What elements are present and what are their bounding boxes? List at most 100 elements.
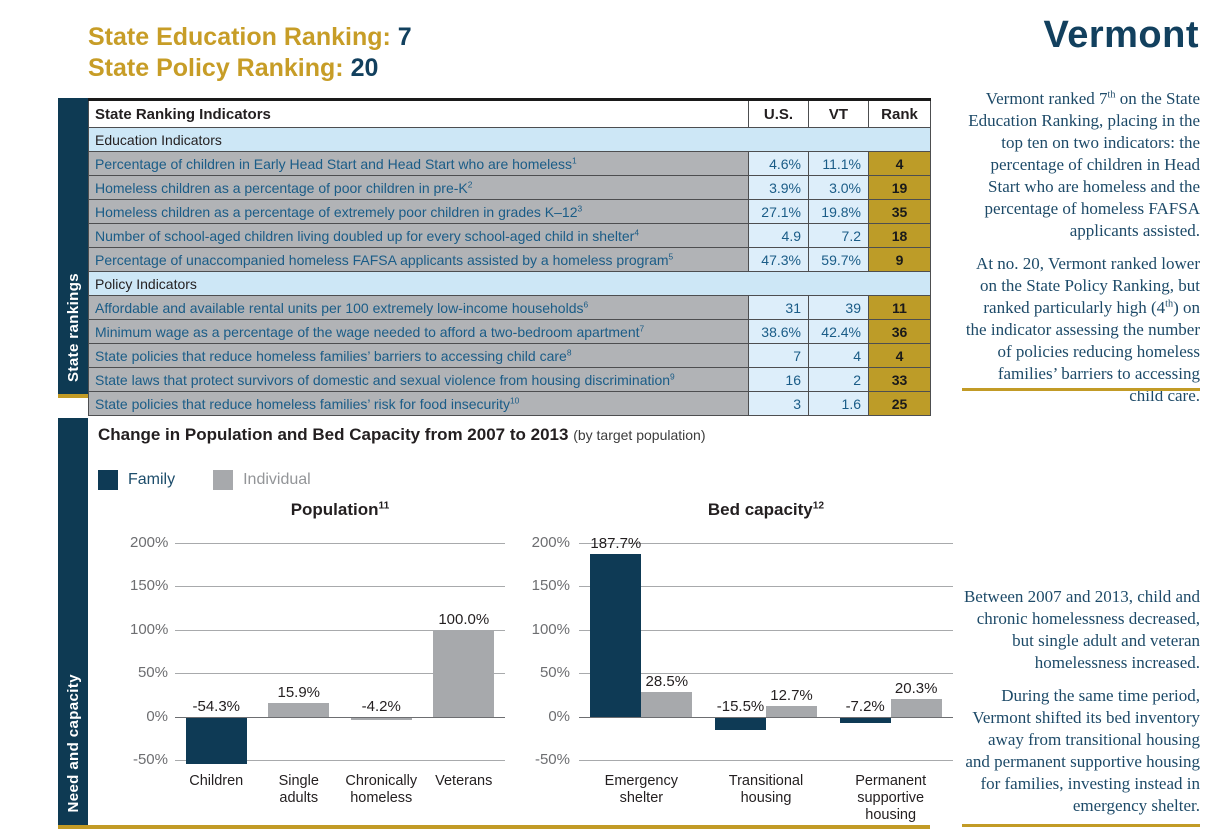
gridline (175, 673, 505, 674)
y-tick-label: 150% (130, 577, 169, 594)
state-ranking-table: State Ranking Indicators U.S. VT Rank Ed… (88, 98, 931, 416)
indicator-label: Percentage of unaccompanied homeless FAF… (88, 247, 749, 272)
charts-section-title: Change in Population and Bed Capacity fr… (98, 425, 706, 445)
rank-value: 19 (868, 175, 931, 200)
bar-individual (890, 698, 942, 717)
legend-label: Individual (243, 471, 311, 488)
vt-value: 39 (808, 295, 869, 320)
indicator-group-label: Policy Indicators (88, 271, 931, 296)
gridline (579, 760, 953, 761)
us-value: 31 (748, 295, 809, 320)
vt-value: 7.2 (808, 223, 869, 248)
indicator-label: Affordable and available rental units pe… (88, 295, 749, 320)
rank-value: 4 (868, 343, 931, 368)
indicator-row: Homeless children as a percentage of poo… (88, 175, 931, 200)
vt-value: 3.0% (808, 175, 869, 200)
category-label: Transitional housing (728, 773, 804, 806)
us-value: 7 (748, 343, 809, 368)
bar-value-label: 15.9% (277, 683, 321, 701)
rank-value: 4 (868, 151, 931, 176)
indicator-group-row: Education Indicators (88, 127, 931, 152)
rank-value: 18 (868, 223, 931, 248)
bar-individual (268, 702, 330, 717)
zero-axis-line (175, 717, 505, 718)
bar-value-label: 20.3% (894, 679, 938, 697)
gridline (579, 673, 953, 674)
category-label: Children (189, 773, 244, 789)
us-value: 38.6% (748, 319, 809, 344)
bar-family (590, 553, 642, 717)
vt-value: 42.4% (808, 319, 869, 344)
vt-value: 59.7% (808, 247, 869, 272)
ranking-headings: State Education Ranking: 7 State Policy … (88, 22, 412, 84)
indicator-label: State laws that protect survivors of dom… (88, 367, 749, 392)
bar-value-label: 187.7% (590, 534, 642, 552)
legend-swatch-icon (213, 470, 234, 490)
rank-value: 25 (868, 391, 931, 416)
legend-swatch-icon (98, 470, 118, 490)
indicator-label: Minimum wage as a percentage of the wage… (88, 319, 749, 344)
indicator-group-label: Education Indicators (88, 127, 931, 152)
need-and-capacity-strip: Need and capacity (58, 418, 88, 825)
bar-value-label: -4.2% (361, 697, 401, 715)
need-and-capacity-section: Need and capacity Change in Population a… (58, 418, 953, 829)
vt-value: 4 (808, 343, 869, 368)
legend-item-family: Family (98, 470, 175, 490)
col-header-rank: Rank (868, 98, 931, 128)
bar-value-label: 28.5% (645, 672, 689, 690)
y-tick-label: 200% (531, 534, 570, 551)
indicator-row: State laws that protect survivors of dom… (88, 367, 931, 392)
narrative-bottom: Between 2007 and 2013, child and chronic… (960, 586, 1200, 828)
policy-ranking-value: 20 (350, 54, 379, 82)
indicator-row: Minimum wage as a percentage of the wage… (88, 319, 931, 344)
indicator-group-row: Policy Indicators (88, 271, 931, 296)
narrative-paragraph: Between 2007 and 2013, child and chronic… (963, 587, 1200, 672)
table-header-row: State Ranking Indicators U.S. VT Rank (88, 98, 931, 128)
bar-value-label: -7.2% (845, 697, 885, 715)
vt-value: 2 (808, 367, 869, 392)
gridline (175, 586, 505, 587)
y-tick-label: 0% (548, 708, 570, 725)
narrative-paragraph: Vermont ranked 7th on the State Educatio… (968, 89, 1200, 240)
charts-title-text: Change in Population and Bed Capacity fr… (98, 425, 569, 444)
policy-ranking-heading: State Policy Ranking: 20 (88, 53, 412, 84)
indicator-label: Percentage of children in Early Head Sta… (88, 151, 749, 176)
state-title: Vermont (1043, 14, 1199, 56)
bar-value-label: 100.0% (438, 610, 490, 628)
col-header-indicators: State Ranking Indicators (88, 98, 749, 128)
category-label: Emergency shelter (604, 773, 678, 806)
bar-family (715, 716, 766, 731)
y-tick-label: -50% (132, 751, 168, 768)
bar-individual (766, 705, 817, 717)
gridline (579, 630, 953, 631)
category-label: Chronically homeless (345, 773, 418, 806)
gridline (579, 586, 953, 587)
bed-capacity-chart: Bed capacity12 200% 150% 100% 50% 0% -50% 187.7… (510, 500, 960, 825)
chart-title: Population11 (290, 500, 390, 519)
indicator-label: State policies that reduce homeless fami… (88, 343, 749, 368)
bar-individual (641, 691, 693, 717)
narrative-top: Vermont ranked 7th on the State Educatio… (960, 88, 1200, 418)
indicator-row: Homeless children as a percentage of ext… (88, 199, 931, 224)
population-chart: Population11 200% 150% 100% 50% 0% -50% -54.3% 1… (130, 500, 515, 825)
indicator-row: Percentage of children in Early Head Sta… (88, 151, 931, 176)
state-rankings-section: State rankings State Ranking Indicators … (58, 98, 931, 416)
bar-individual (433, 629, 495, 717)
gridline (175, 543, 505, 544)
indicator-row: Percentage of unaccompanied homeless FAF… (88, 247, 931, 272)
y-tick-label: 150% (531, 577, 570, 594)
policy-ranking-label: State Policy Ranking: (88, 54, 344, 82)
bar-value-label: -15.5% (716, 697, 765, 715)
category-label: Permanent supportive housing (855, 773, 927, 823)
indicator-label: State policies that reduce homeless fami… (88, 391, 749, 416)
rank-value: 36 (868, 319, 931, 344)
indicator-label: Number of school-aged children living do… (88, 223, 749, 248)
us-value: 4.9 (748, 223, 809, 248)
chart-panel: Change in Population and Bed Capacity fr… (88, 418, 953, 825)
gold-rule-bottom (962, 824, 1200, 827)
chart-title: Bed capacity12 (707, 500, 825, 519)
need-and-capacity-strip-label: Need and capacity (64, 674, 82, 813)
indicator-label: Homeless children as a percentage of poo… (88, 175, 749, 200)
us-value: 27.1% (748, 199, 809, 224)
